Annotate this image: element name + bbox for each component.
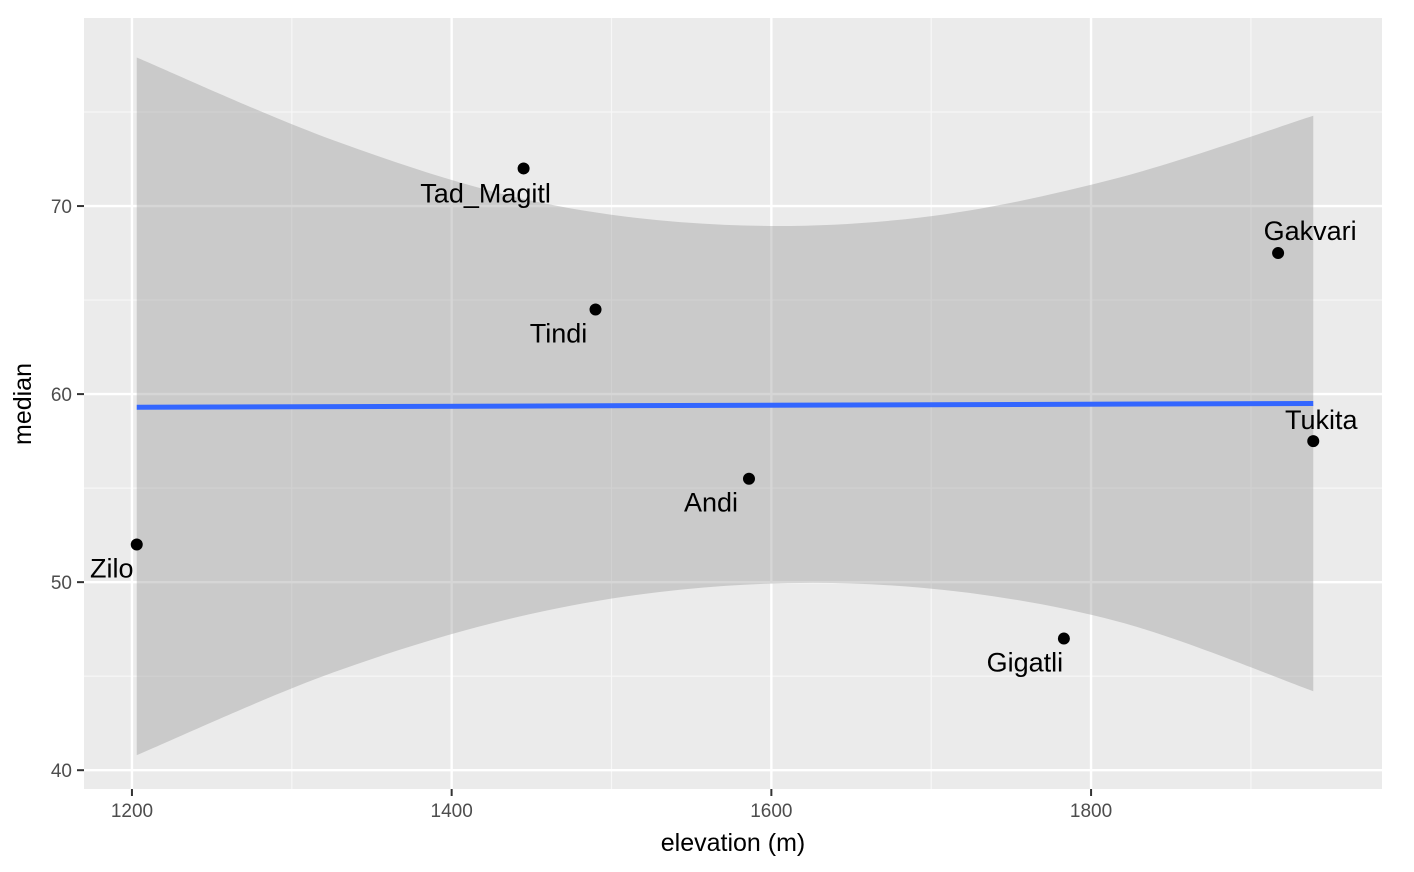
fit-line-layer	[136, 401, 1314, 410]
x-tick-label: 1800	[1070, 801, 1112, 822]
y-tick-label: 50	[51, 573, 72, 594]
regression-line	[136, 401, 1314, 410]
x-tick-label: 1200	[111, 801, 153, 822]
point-label: Tad_Magitl	[420, 178, 551, 208]
y-tick-label: 60	[51, 385, 72, 406]
x-tick-label: 1400	[431, 801, 473, 822]
data-point	[1307, 435, 1320, 448]
data-point	[1272, 247, 1285, 260]
x-axis-title: elevation (m)	[661, 829, 806, 857]
axes-layer: 1200 1400 1600 1800 40 50 60 70	[51, 197, 1112, 822]
data-point	[589, 303, 602, 316]
data-point	[1057, 632, 1070, 645]
point-label: Tukita	[1285, 405, 1359, 435]
y-axis-title: median	[9, 363, 37, 445]
x-tick-label: 1600	[750, 801, 792, 822]
point-label: Gigatli	[987, 648, 1064, 678]
point-label: Andi	[684, 488, 738, 518]
points-layer	[130, 162, 1320, 645]
data-point	[130, 538, 143, 551]
point-label: Tindi	[530, 318, 588, 348]
point-labels-layer: Zilo Tad_Magitl Tindi Andi Gigatli Gakvari Tuk…	[90, 178, 1359, 677]
point-label: Gakvari	[1264, 216, 1357, 246]
y-tick-label: 70	[51, 197, 72, 218]
data-point	[742, 472, 755, 485]
data-point	[517, 162, 530, 175]
point-label: Zilo	[90, 554, 134, 584]
y-tick-label: 40	[51, 761, 72, 782]
